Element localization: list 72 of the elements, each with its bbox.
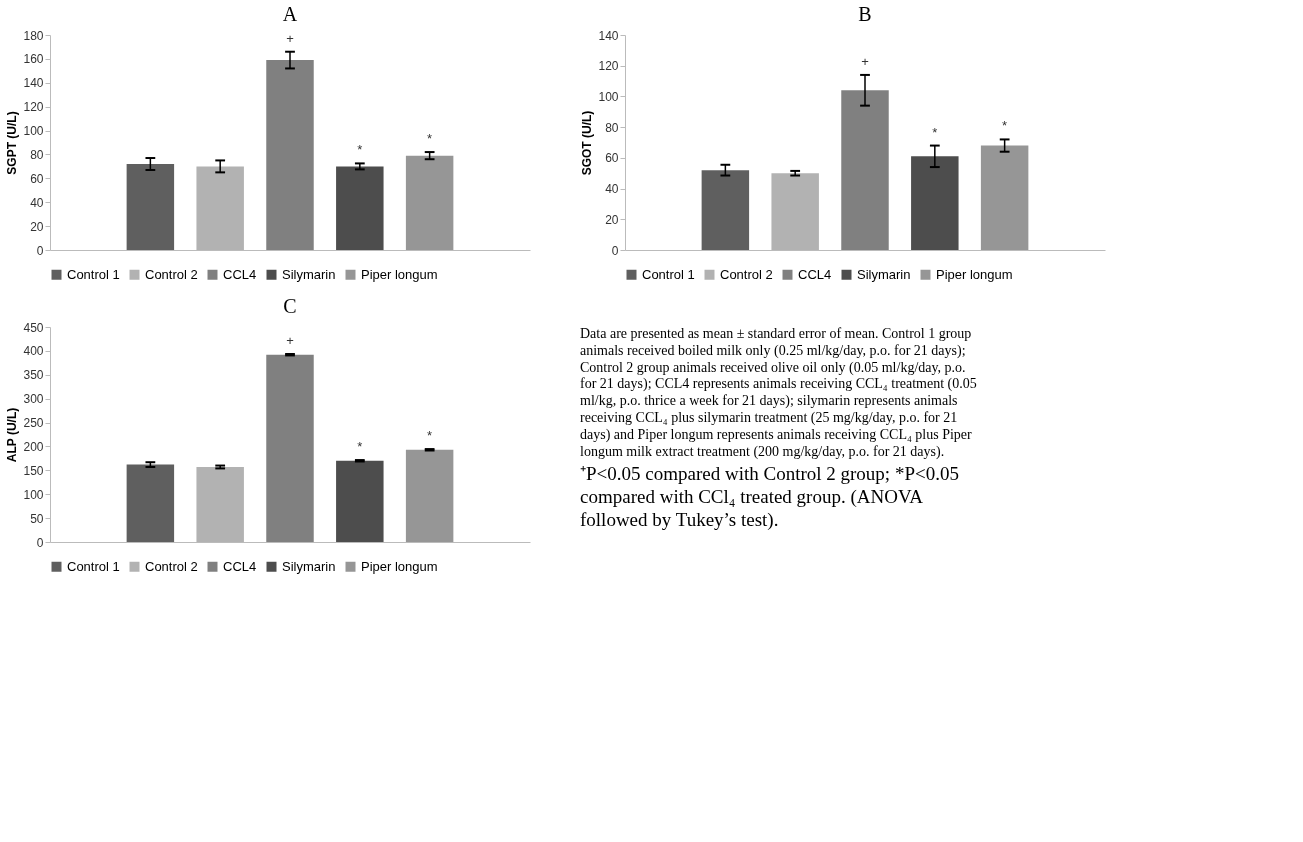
text: ⁺P<0.05 compared with Control 2 group; *P<0.05 compared with CCl₄ treated group. (ANOVA followed by Tukey’s test). (580, 463, 959, 531)
y-axis-title: SGPT (U/L) (5, 111, 20, 175)
y-tick-label: 150 (23, 463, 44, 478)
bar (841, 90, 889, 250)
legend-label: CCL4 (223, 266, 257, 282)
legend-label: Silymarin (857, 266, 911, 282)
legend-label: Piper longum (361, 266, 438, 282)
text: Data are presented as mean ± standard error of mean. Control 1 group animals received boiled milk only (0.25 ml/kg/day, p.o. for 21 days); Control 2 group animals received olive oil only (0.05 ml/kg/day, p.o. for 21 days); CCL4 represents animals receiving CCL₄ treatment (0.05 ml/kg, p.o. thrice a week for 21 days); silymarin represents animals receiving CCL₄ plus silymarin treatment (25 mg/kg/day, p.o. for 21 days) and Piper longum represents animals receiving CCL₄ plus Piper longum milk extract treatment (200 mg/kg/day, p.o. for 21 days). (580, 326, 977, 460)
bar (405, 155, 454, 250)
y-axis-title: SGOT (U/L) (580, 110, 595, 176)
legend-label: Piper longum (361, 558, 438, 574)
y-tick-label: 450 (23, 320, 44, 335)
y-tick-label: 200 (23, 439, 44, 454)
data-label: * (427, 428, 433, 444)
y-tick-label: 140 (598, 28, 619, 43)
y-tick-label: 0 (36, 243, 44, 258)
y-tick-label: 350 (23, 368, 44, 383)
legend-label: Control 2 (145, 558, 198, 574)
y-tick-label: 60 (30, 171, 44, 186)
legend-label: CCL4 (223, 558, 257, 574)
legend-label: Silymarin (282, 266, 336, 282)
bar (405, 449, 454, 542)
bar (701, 170, 750, 250)
data-label: * (357, 142, 363, 158)
legend-label: Control 1 (642, 266, 695, 282)
y-tick-label: 250 (23, 416, 44, 431)
y-tick-label: 80 (30, 147, 44, 162)
bar (336, 166, 384, 250)
legend-label: CCL4 (798, 266, 832, 282)
y-tick-label: 20 (605, 212, 619, 227)
legend-label: Piper longum (936, 266, 1013, 282)
bar (980, 145, 1029, 250)
legend-label: Control 2 (145, 266, 198, 282)
chart-title: C (283, 295, 297, 317)
y-tick-label: 120 (23, 100, 44, 115)
y-tick-label: 0 (36, 535, 44, 550)
y-tick-label: 160 (23, 52, 44, 67)
y-tick-label: 100 (23, 487, 44, 502)
y-tick-label: 40 (605, 182, 619, 197)
y-tick-label: 300 (23, 392, 44, 407)
y-tick-label: 180 (23, 28, 44, 43)
legend-label: Control 2 (720, 266, 773, 282)
y-tick-label: 20 (30, 219, 44, 234)
data-label: * (357, 439, 363, 455)
y-tick-label: 120 (598, 59, 619, 74)
y-tick-label: 100 (598, 89, 619, 104)
bar (266, 60, 314, 250)
y-tick-label: 0 (611, 243, 619, 258)
y-tick-label: 140 (23, 76, 44, 91)
y-tick-label: 80 (605, 120, 619, 135)
data-label: + (861, 53, 869, 69)
data-label: * (1002, 118, 1008, 134)
data-label: * (427, 131, 433, 147)
data-label: + (286, 30, 294, 46)
y-tick-label: 100 (23, 124, 44, 139)
legend-label: Silymarin (282, 558, 336, 574)
y-tick-label: 60 (605, 151, 619, 166)
bar (266, 354, 314, 542)
legend-label: Control 1 (67, 558, 120, 574)
y-tick-label: 50 (30, 511, 44, 526)
chart-title: A (282, 3, 298, 25)
bar (911, 156, 959, 250)
chart-title: B (858, 3, 872, 25)
data-label: * (932, 124, 938, 140)
bar (336, 460, 384, 542)
bar (126, 464, 175, 542)
y-tick-label: 40 (30, 195, 44, 210)
y-tick-label: 400 (23, 344, 44, 359)
bar (126, 164, 175, 250)
legend-label: Control 1 (67, 266, 120, 282)
data-label: + (286, 332, 294, 348)
y-axis-title: ALP (U/L) (5, 407, 20, 463)
